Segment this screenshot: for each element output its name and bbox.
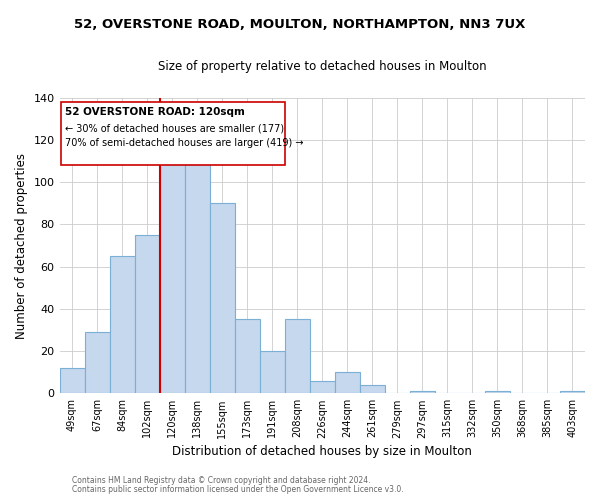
Bar xyxy=(335,372,360,394)
Bar xyxy=(209,204,235,394)
Bar xyxy=(59,368,85,394)
Text: 52 OVERSTONE ROAD: 120sqm: 52 OVERSTONE ROAD: 120sqm xyxy=(65,108,244,118)
Bar xyxy=(110,256,134,394)
Text: ← 30% of detached houses are smaller (177): ← 30% of detached houses are smaller (17… xyxy=(65,123,284,133)
Bar xyxy=(410,391,435,394)
Bar xyxy=(285,320,310,394)
Bar xyxy=(134,235,160,394)
Text: Contains public sector information licensed under the Open Government Licence v3: Contains public sector information licen… xyxy=(72,485,404,494)
Text: 52, OVERSTONE ROAD, MOULTON, NORTHAMPTON, NN3 7UX: 52, OVERSTONE ROAD, MOULTON, NORTHAMPTON… xyxy=(74,18,526,30)
Bar xyxy=(310,380,335,394)
Bar xyxy=(485,391,510,394)
Text: 70% of semi-detached houses are larger (419) →: 70% of semi-detached houses are larger (… xyxy=(65,138,303,148)
Bar xyxy=(160,161,185,394)
Title: Size of property relative to detached houses in Moulton: Size of property relative to detached ho… xyxy=(158,60,487,73)
Bar xyxy=(61,102,285,166)
Bar xyxy=(235,320,260,394)
Y-axis label: Number of detached properties: Number of detached properties xyxy=(15,152,28,338)
Text: Contains HM Land Registry data © Crown copyright and database right 2024.: Contains HM Land Registry data © Crown c… xyxy=(72,476,371,485)
Bar xyxy=(360,385,385,394)
Bar xyxy=(85,332,110,394)
X-axis label: Distribution of detached houses by size in Moulton: Distribution of detached houses by size … xyxy=(172,444,472,458)
Bar xyxy=(185,161,209,394)
Bar xyxy=(560,391,585,394)
Bar xyxy=(260,351,285,394)
